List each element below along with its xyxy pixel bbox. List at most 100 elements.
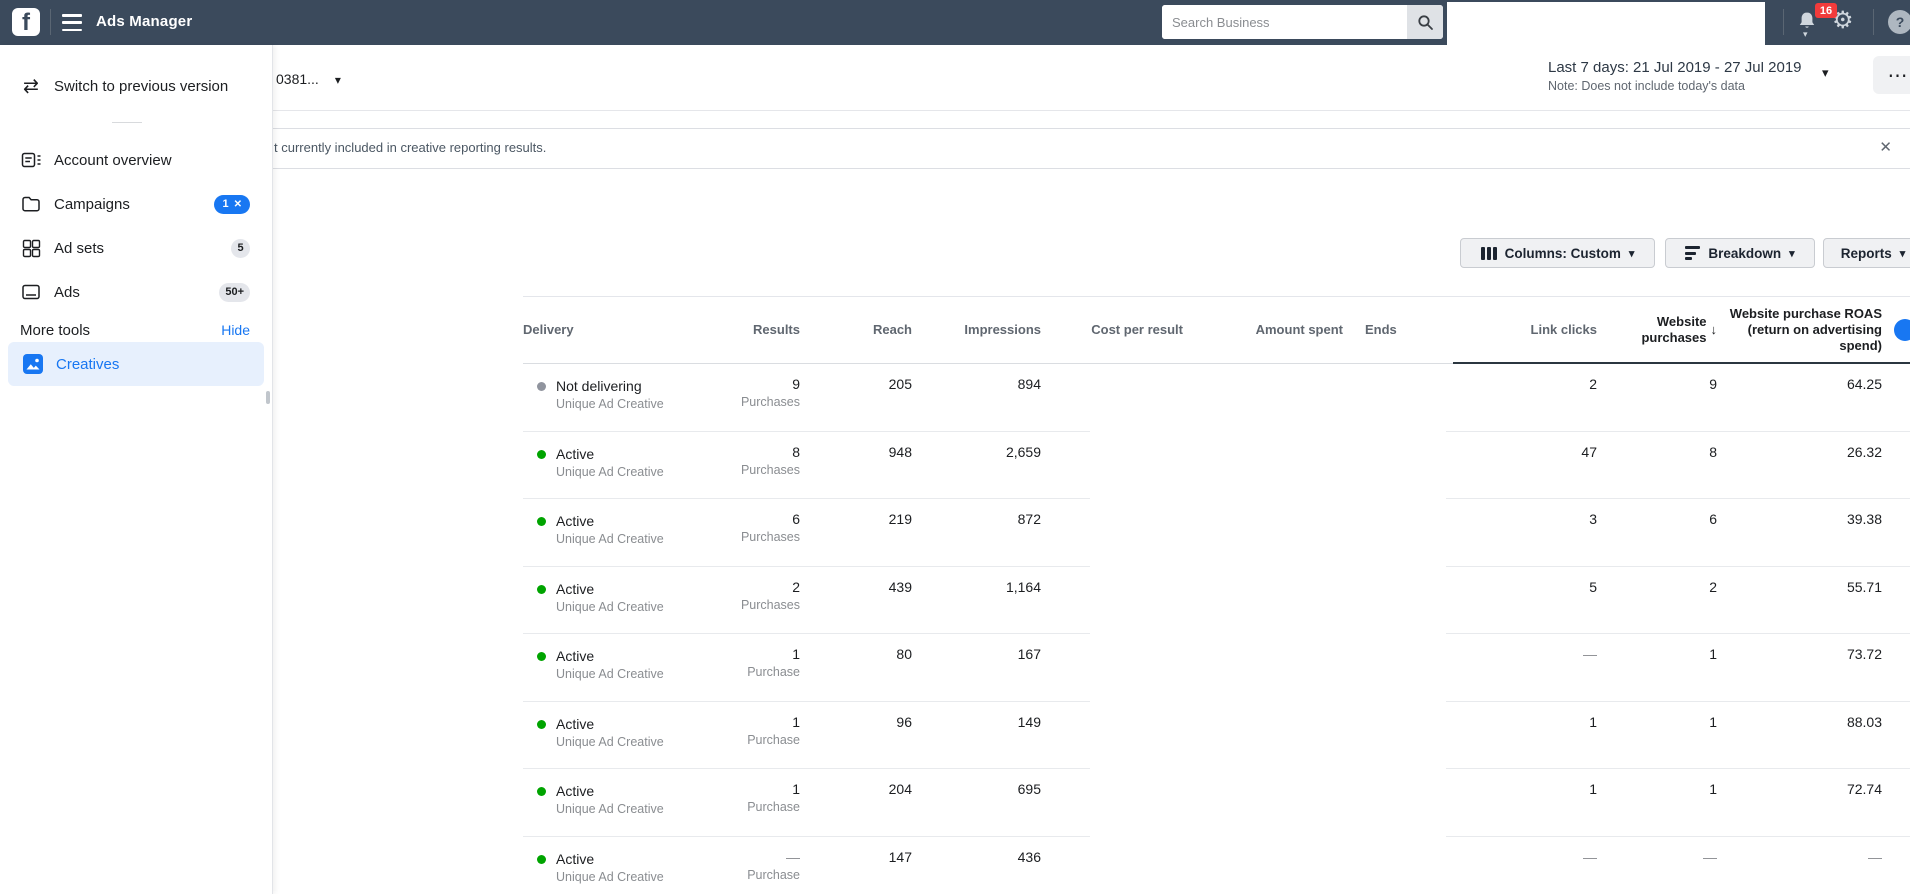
reports-button[interactable]: Reports ▾ xyxy=(1823,238,1910,268)
menu-divider xyxy=(112,122,142,123)
menu-item-creatives[interactable]: Creatives xyxy=(8,342,264,386)
ads-manager-page: 0381...▾ Last 7 days: 21 Jul 2019 - 27 J… xyxy=(0,0,1910,894)
results-value: — xyxy=(690,849,800,865)
delivery-status-dot xyxy=(537,517,546,526)
delivery-status: Active xyxy=(556,716,664,732)
website-purchases-value: — xyxy=(1597,837,1717,894)
impressions-value: 872 xyxy=(912,499,1041,566)
column-header-impressions[interactable]: Impressions xyxy=(912,297,1041,364)
delivery-status: Active xyxy=(556,581,664,597)
grid-icon xyxy=(20,239,42,258)
toolbar-divider xyxy=(272,110,1910,111)
ads-count-badge: 50+ xyxy=(219,283,250,302)
column-header-reach[interactable]: Reach xyxy=(800,297,912,364)
website-purchases-value: 1 xyxy=(1597,769,1717,836)
facebook-logo[interactable]: f xyxy=(12,8,40,36)
reach-value: 219 xyxy=(800,499,912,566)
delivery-status-dot xyxy=(537,652,546,661)
chevron-down-icon: ▾ xyxy=(335,73,341,87)
more-options-button[interactable]: ⋯ xyxy=(1873,56,1910,94)
website-purchases-value: 2 xyxy=(1597,567,1717,634)
reach-value: 439 xyxy=(800,567,912,634)
chevron-down-icon: ▾ xyxy=(1629,247,1635,260)
blue-circle-indicator[interactable] xyxy=(1894,319,1910,341)
redacted-area xyxy=(1090,366,1446,894)
account-overview-icon xyxy=(20,150,42,170)
nav-divider xyxy=(50,9,51,35)
columns-button[interactable]: Columns: Custom ▾ xyxy=(1460,238,1655,268)
website-purchases-value: 9 xyxy=(1597,364,1717,431)
impressions-value: 894 xyxy=(912,364,1041,431)
hamburger-menu-icon[interactable] xyxy=(62,14,82,31)
hide-link[interactable]: Hide xyxy=(221,322,250,338)
remove-filter-icon[interactable]: ✕ xyxy=(234,199,242,210)
delivery-substatus: Unique Ad Creative xyxy=(556,735,664,749)
chevron-down-icon[interactable]: ▾ xyxy=(1822,65,1829,81)
column-header-cost-per-result[interactable]: Cost per result xyxy=(1041,297,1183,364)
campaigns-filter-badge[interactable]: 1 ✕ xyxy=(214,195,250,214)
switch-to-previous-version[interactable]: ⇄ Switch to previous version xyxy=(0,68,272,104)
app-title: Ads Manager xyxy=(96,13,192,30)
delivery-status-dot xyxy=(537,450,546,459)
link-clicks-value: 5 xyxy=(1453,567,1597,634)
column-header-results[interactable]: Results xyxy=(690,297,800,364)
menu-scrollbar-thumb[interactable] xyxy=(266,391,270,404)
delivery-status: Active xyxy=(556,513,664,529)
reach-value: 205 xyxy=(800,364,912,431)
date-range-selector[interactable]: Last 7 days: 21 Jul 2019 - 27 Jul 2019 N… xyxy=(1548,59,1802,93)
results-value: 6 xyxy=(690,511,800,527)
breakdown-button[interactable]: Breakdown ▾ xyxy=(1665,238,1815,268)
delivery-status: Not delivering xyxy=(556,378,664,394)
menu-item-account-overview[interactable]: Account overview xyxy=(0,142,272,178)
roas-value: 64.25 xyxy=(1717,364,1882,431)
results-unit: Purchase xyxy=(690,733,800,747)
delivery-status-dot xyxy=(537,585,546,594)
reports-button-label: Reports xyxy=(1841,246,1892,261)
menu-item-campaigns[interactable]: Campaigns 1 ✕ xyxy=(0,186,272,222)
switch-arrows-icon: ⇄ xyxy=(20,75,42,98)
search-icon xyxy=(1417,14,1434,31)
ellipsis-icon: ⋯ xyxy=(1888,63,1909,88)
business-search[interactable] xyxy=(1162,5,1443,39)
link-clicks-value: 3 xyxy=(1453,499,1597,566)
more-tools-row: More tools Hide xyxy=(0,316,272,344)
column-header-ends[interactable]: Ends xyxy=(1343,297,1453,364)
results-unit: Purchase xyxy=(690,868,800,882)
column-header-website-purchase-roas[interactable]: Website purchase ROAS (return on adverti… xyxy=(1717,297,1882,364)
menu-item-label: Switch to previous version xyxy=(54,78,250,95)
menu-item-ad-sets[interactable]: Ad sets 5 xyxy=(0,230,272,266)
search-input[interactable] xyxy=(1162,5,1407,39)
date-range-note: Note: Does not include today's data xyxy=(1548,79,1802,93)
search-button[interactable] xyxy=(1407,5,1443,39)
chevron-down-icon: ▾ xyxy=(1900,247,1906,260)
results-unit: Purchase xyxy=(690,800,800,814)
results-value: 1 xyxy=(690,781,800,797)
account-dropdown[interactable]: 0381...▾ xyxy=(276,71,341,87)
redacted-account-area xyxy=(1447,2,1765,62)
results-value: 8 xyxy=(690,444,800,460)
menu-item-label: Account overview xyxy=(54,152,250,169)
delivery-substatus: Unique Ad Creative xyxy=(556,802,664,816)
close-icon[interactable]: ✕ xyxy=(1879,129,1892,167)
link-clicks-value: 2 xyxy=(1453,364,1597,431)
menu-item-ads[interactable]: Ads 50+ xyxy=(0,274,272,310)
column-header-delivery[interactable]: Delivery xyxy=(523,297,690,364)
column-header-amount-spent[interactable]: Amount spent xyxy=(1183,297,1343,364)
results-unit: Purchases xyxy=(690,395,800,409)
ad-frame-icon xyxy=(20,283,42,301)
ad-sets-count-badge: 5 xyxy=(231,239,250,258)
roas-value: — xyxy=(1717,837,1882,894)
help-icon[interactable]: ? xyxy=(1888,10,1910,34)
link-clicks-value: 1 xyxy=(1453,769,1597,836)
nav-divider xyxy=(1783,9,1784,35)
alert-banner: t currently included in creative reporti… xyxy=(272,128,1910,169)
impressions-value: 436 xyxy=(912,837,1041,894)
reach-value: 948 xyxy=(800,432,912,499)
menu-item-label: Campaigns xyxy=(54,196,214,213)
roas-value: 73.72 xyxy=(1717,634,1882,701)
column-header-website-purchases[interactable]: Website purchases ↓ xyxy=(1597,297,1717,364)
website-purchases-value: 1 xyxy=(1597,702,1717,769)
breakdown-icon xyxy=(1685,246,1700,260)
menu-item-label: Ads xyxy=(54,284,219,301)
column-header-link-clicks[interactable]: Link clicks xyxy=(1453,297,1597,364)
